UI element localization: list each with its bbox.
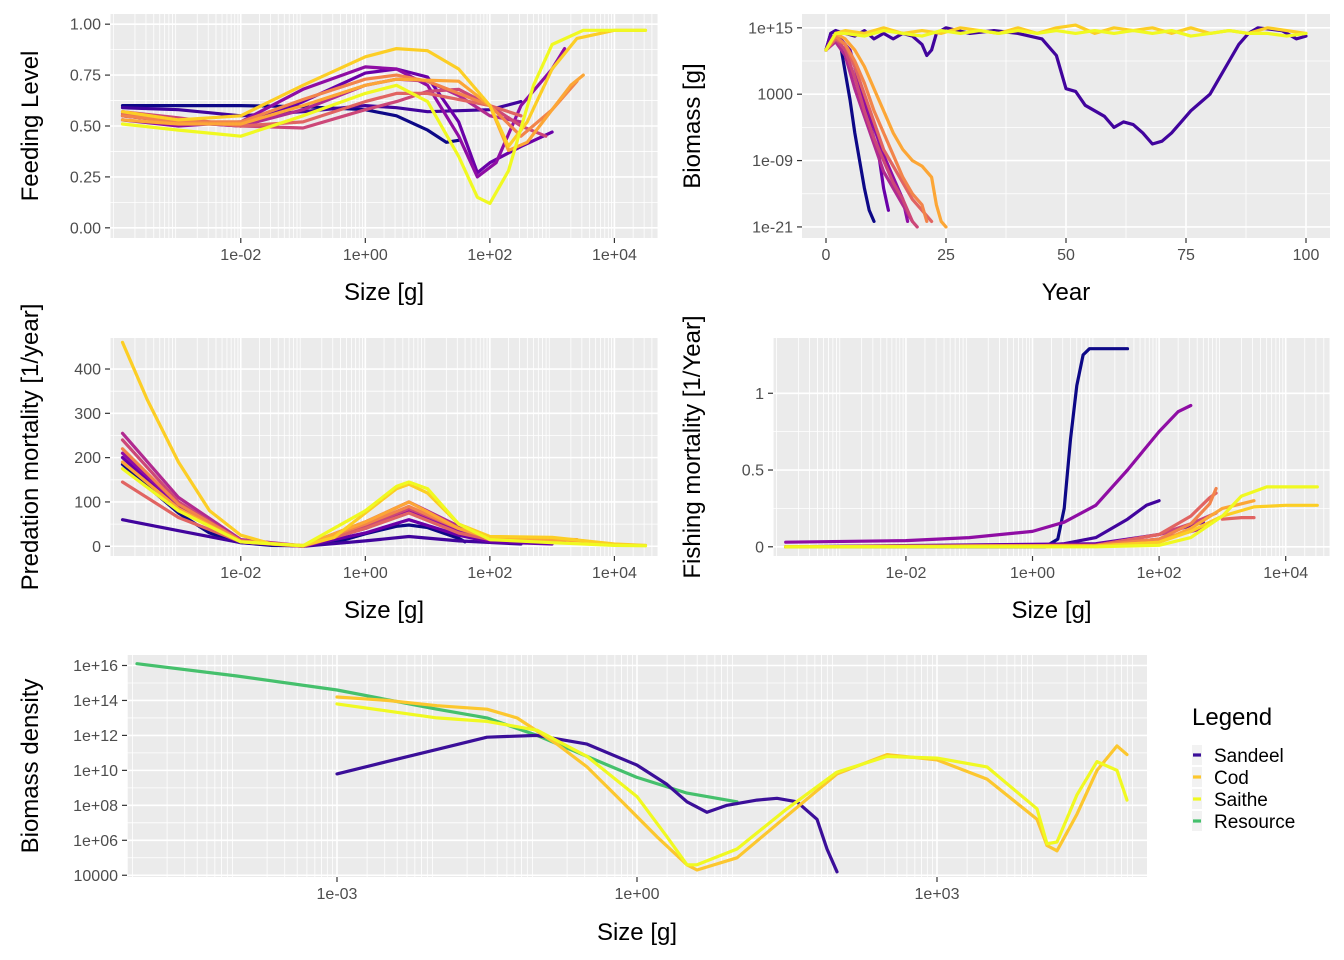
series-line	[120, 28, 648, 205]
x-tick-label: 1e-02	[885, 565, 926, 582]
series-line	[1220, 516, 1256, 521]
x-tick-label: 1e-03	[317, 886, 358, 903]
series-line	[824, 26, 1308, 146]
x-axis-title: Year	[1042, 279, 1091, 306]
y-tick-label: 1	[755, 386, 764, 403]
series-group	[120, 28, 648, 205]
x-axis-title: Size [g]	[1011, 597, 1091, 624]
x-tick-label: 25	[937, 247, 955, 264]
x-tick-label: 1e+00	[343, 247, 388, 264]
y-tick-label: 1e+16	[73, 658, 118, 675]
series-line	[120, 467, 648, 548]
x-tick-label: 1e+00	[343, 565, 388, 582]
panel-density: 1e-03 1e+00 1e+03 10000 1e+06 1e+08 1e+10 1e+12…	[17, 655, 1295, 946]
x-tick-label: 1e+04	[592, 565, 637, 582]
y-axis-title: Predation mortality [1/year]	[17, 304, 44, 591]
series-line	[824, 29, 1308, 52]
x-tick-label: 1e+02	[467, 247, 512, 264]
x-axis-title: Size [g]	[344, 597, 424, 624]
x-tick-label: 1e-02	[220, 565, 261, 582]
series-line	[120, 28, 648, 148]
x-tick-label: 100	[1293, 247, 1320, 264]
y-tick-label: 1e+06	[73, 833, 118, 850]
series-line	[824, 37, 919, 229]
y-tick-label: 1e+08	[73, 798, 118, 815]
legend-label-saithe: Saithe	[1214, 790, 1268, 811]
y-tick-label: 100	[74, 494, 101, 511]
x-axis-title: Size [g]	[344, 279, 424, 306]
panel-feeding: 1e-02 1e+00 1e+02 1e+04 0.00 0.25 0.50 0.75 1.00…	[17, 14, 659, 306]
panel-fishing: 1e-02 1e+00 1e+02 1e+04 0 0.5 1 Size [g] Fishing…	[679, 315, 1331, 624]
y-tick-label: 1e+15	[748, 20, 793, 37]
x-tick-label: 1e+00	[1010, 565, 1055, 582]
x-tick-label: 1e+04	[592, 247, 637, 264]
series-line	[120, 518, 523, 548]
x-axis-title: Size [g]	[597, 919, 677, 946]
legend-label-cod: Cod	[1214, 768, 1249, 789]
x-tick-label: 1e+00	[615, 886, 660, 903]
y-tick-label: 0.75	[70, 68, 101, 85]
x-tick-label: 0	[822, 247, 831, 264]
y-tick-label: 0	[755, 539, 764, 556]
y-axis-title: Biomass density	[17, 679, 44, 854]
y-tick-label: 1e+14	[73, 693, 118, 710]
series-line	[784, 403, 1193, 544]
y-tick-label: 0	[92, 539, 101, 556]
series-line	[120, 100, 523, 118]
y-tick-label: 1000	[757, 87, 793, 104]
y-tick-label: 0.00	[70, 220, 101, 237]
x-tick-label: 1e+03	[915, 886, 960, 903]
series-line	[120, 480, 542, 548]
y-tick-label: 400	[74, 362, 101, 379]
series-group	[784, 347, 1319, 549]
y-tick-label: 10000	[74, 868, 119, 885]
x-tick-label: 75	[1177, 247, 1195, 264]
y-tick-label: 1e-09	[752, 153, 793, 170]
y-axis-title: Biomass [g]	[679, 63, 706, 188]
y-tick-label: 1.00	[70, 17, 101, 34]
series-line	[824, 31, 948, 229]
series-line	[120, 340, 648, 547]
y-tick-label: 1e+10	[73, 763, 118, 780]
series-line	[120, 104, 461, 144]
series-line	[824, 34, 929, 223]
x-tick-label: 1e-02	[220, 247, 261, 264]
y-axis-title: Feeding Level	[17, 51, 44, 202]
x-tick-label: 1e+02	[467, 565, 512, 582]
x-tick-label: 50	[1057, 247, 1075, 264]
y-tick-label: 300	[74, 406, 101, 423]
legend-title: Legend	[1192, 704, 1272, 731]
panel-predation: 1e-02 1e+00 1e+02 1e+04 0 100 200 300 400 Size [g…	[17, 304, 659, 624]
series-group	[824, 23, 1308, 229]
series-line-saithe	[335, 702, 1129, 867]
panel-biomass_time: 0 25 50 75 100 1e-21 1e-09 1000 1e+15 Year Biomass…	[679, 14, 1330, 306]
y-axis-title: Fishing mortality [1/Year]	[679, 315, 706, 578]
y-tick-label: 0.25	[70, 169, 101, 186]
series-group	[135, 662, 1129, 874]
series-line	[120, 73, 585, 152]
y-tick-label: 0.50	[70, 119, 101, 136]
series-line	[120, 73, 579, 138]
series-group	[120, 340, 648, 548]
y-tick-label: 200	[74, 450, 101, 467]
x-tick-label: 1e+02	[1137, 565, 1182, 582]
legend-label-resource: Resource	[1214, 812, 1295, 833]
y-tick-label: 0.5	[742, 463, 764, 480]
x-tick-label: 1e+04	[1263, 565, 1308, 582]
series-line-cod	[335, 695, 1129, 872]
y-tick-label: 1e+12	[73, 728, 118, 745]
series-line	[824, 40, 914, 223]
series-line	[784, 485, 1319, 549]
legend-label-sandeel: Sandeel	[1214, 746, 1284, 767]
y-tick-label: 1e-21	[752, 219, 793, 236]
series-line-sandeel	[335, 733, 839, 874]
